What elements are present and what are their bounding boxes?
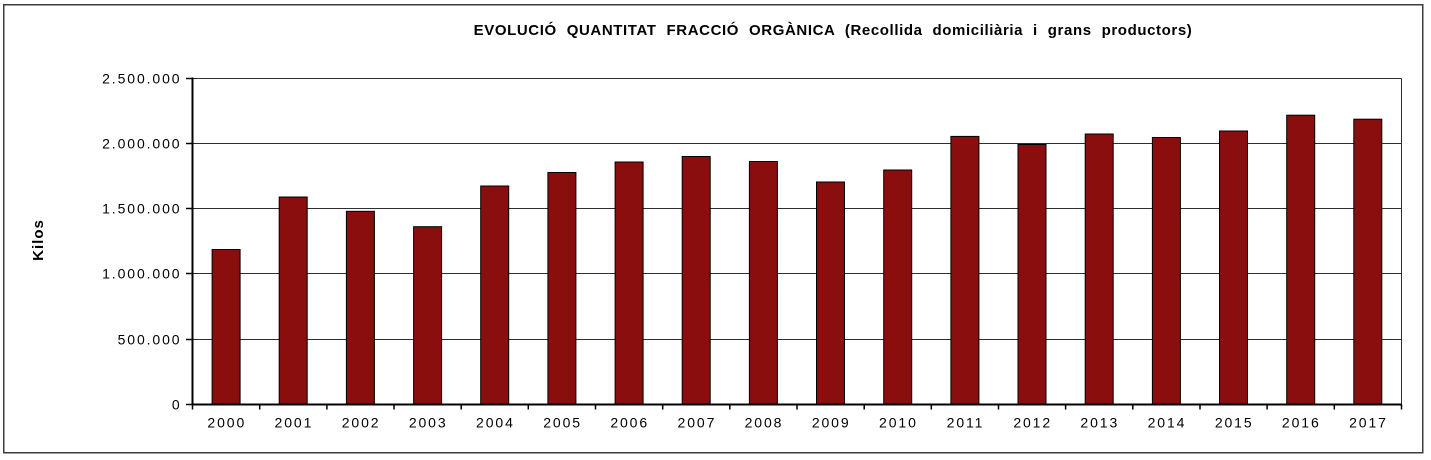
svg-text:2011: 2011: [947, 415, 985, 431]
svg-text:2001: 2001: [275, 415, 314, 431]
svg-text:EVOLUCIÓ QUANTITAT FRACCIÓ ORG: EVOLUCIÓ QUANTITAT FRACCIÓ ORGÀNICA (Rec…: [474, 21, 1193, 39]
svg-text:2000: 2000: [207, 415, 246, 431]
svg-text:1.000.000: 1.000.000: [102, 266, 181, 282]
svg-text:1.500.000: 1.500.000: [102, 201, 181, 217]
svg-text:2004: 2004: [476, 415, 515, 431]
svg-text:2003: 2003: [409, 415, 448, 431]
svg-text:Kilos: Kilos: [30, 219, 47, 261]
svg-text:2017: 2017: [1349, 415, 1388, 431]
svg-text:2006: 2006: [610, 415, 649, 431]
svg-text:2016: 2016: [1282, 415, 1321, 431]
svg-text:2015: 2015: [1215, 415, 1254, 431]
svg-text:2008: 2008: [745, 415, 784, 431]
svg-text:2010: 2010: [879, 415, 918, 431]
svg-text:2.000.000: 2.000.000: [102, 136, 181, 152]
svg-text:0: 0: [172, 397, 182, 413]
svg-text:2002: 2002: [342, 415, 381, 431]
svg-text:2014: 2014: [1148, 415, 1187, 431]
svg-text:2013: 2013: [1080, 415, 1119, 431]
svg-text:500.000: 500.000: [118, 332, 182, 348]
svg-text:2007: 2007: [678, 415, 717, 431]
svg-text:2.500.000: 2.500.000: [102, 71, 181, 87]
svg-text:2012: 2012: [1013, 415, 1052, 431]
svg-text:2009: 2009: [812, 415, 851, 431]
svg-text:2005: 2005: [543, 415, 582, 431]
